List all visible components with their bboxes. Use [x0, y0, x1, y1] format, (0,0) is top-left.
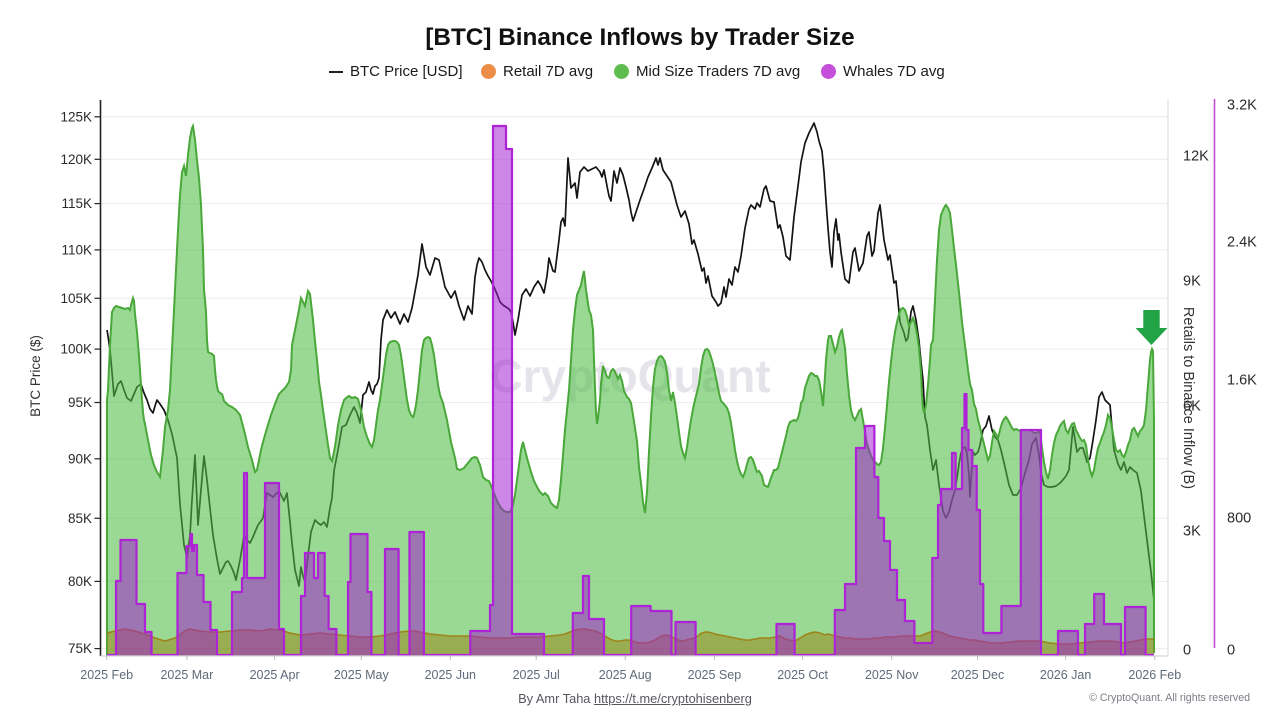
svg-text:2025 May: 2025 May [334, 668, 390, 682]
svg-text:2025 Jul: 2025 Jul [513, 668, 560, 682]
svg-text:Retails to Binance Inflow (B): Retails to Binance Inflow (B) [1180, 307, 1196, 489]
svg-text:125K: 125K [60, 109, 92, 124]
svg-text:0: 0 [1227, 643, 1235, 659]
svg-text:CryptoQuant: CryptoQuant [489, 350, 770, 402]
svg-text:95K: 95K [68, 395, 92, 410]
svg-text:100K: 100K [60, 342, 92, 357]
svg-text:2025 Oct: 2025 Oct [777, 668, 828, 682]
svg-text:2025 Dec: 2025 Dec [951, 668, 1005, 682]
svg-text:115K: 115K [61, 196, 92, 211]
svg-text:6K: 6K [1183, 399, 1201, 415]
svg-text:2025 Nov: 2025 Nov [865, 668, 919, 682]
svg-text:2025 Mar: 2025 Mar [160, 668, 213, 682]
svg-text:2.4K: 2.4K [1227, 235, 1257, 251]
svg-text:2025 Feb: 2025 Feb [80, 668, 133, 682]
svg-text:800: 800 [1227, 511, 1251, 527]
svg-text:105K: 105K [60, 291, 92, 306]
svg-text:85K: 85K [68, 511, 92, 526]
svg-text:2025 Sep: 2025 Sep [688, 668, 742, 682]
svg-text:0: 0 [1183, 643, 1191, 659]
svg-text:1.6K: 1.6K [1227, 373, 1257, 389]
svg-text:110K: 110K [61, 242, 92, 257]
svg-text:2025 Jun: 2025 Jun [425, 668, 476, 682]
svg-text:2025 Aug: 2025 Aug [599, 668, 652, 682]
svg-text:90K: 90K [68, 451, 92, 466]
svg-text:9K: 9K [1183, 274, 1201, 290]
svg-text:80K: 80K [68, 574, 92, 589]
svg-text:2026 Jan: 2026 Jan [1040, 668, 1091, 682]
svg-text:120K: 120K [60, 152, 92, 167]
svg-text:BTC Price ($): BTC Price ($) [28, 335, 43, 417]
svg-text:12K: 12K [1183, 149, 1209, 165]
svg-text:2025 Apr: 2025 Apr [250, 668, 300, 682]
svg-text:3K: 3K [1183, 524, 1201, 540]
svg-text:2026 Feb: 2026 Feb [1128, 668, 1181, 682]
svg-text:75K: 75K [68, 641, 92, 656]
svg-text:3.2K: 3.2K [1227, 98, 1257, 114]
